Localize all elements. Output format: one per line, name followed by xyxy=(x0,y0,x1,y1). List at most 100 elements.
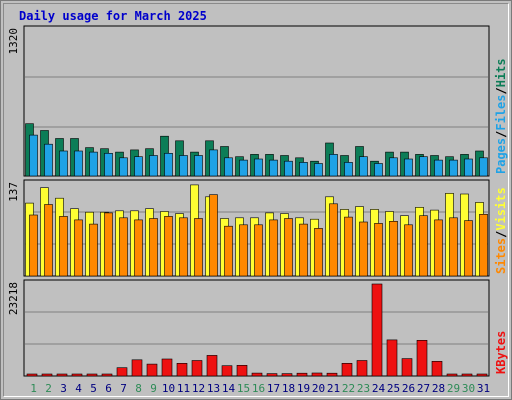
sites-bar xyxy=(344,216,353,277)
sites-bar xyxy=(209,194,218,277)
x-tick-label: 28 xyxy=(432,382,445,395)
x-tick-label: 3 xyxy=(60,382,67,395)
files-bar xyxy=(404,158,413,177)
sites-bar xyxy=(314,228,323,277)
x-tick-label: 29 xyxy=(447,382,460,395)
sites-bar xyxy=(299,223,308,277)
files-bar xyxy=(209,149,218,177)
sites-bar xyxy=(104,212,113,277)
kbytes-bar xyxy=(161,358,173,377)
kbytes-bar xyxy=(101,373,113,377)
x-tick-label: 2 xyxy=(45,382,52,395)
legend-part: / xyxy=(494,87,508,94)
sites-bar xyxy=(389,221,398,277)
files-bar xyxy=(239,159,248,177)
x-tick-label: 25 xyxy=(387,382,400,395)
kbytes-bar xyxy=(311,372,323,377)
sites-bar xyxy=(464,220,473,277)
files-bar xyxy=(479,157,488,177)
files-bar xyxy=(344,162,353,177)
x-tick-label: 5 xyxy=(90,382,97,395)
kbytes-bar xyxy=(221,365,233,377)
files-bar xyxy=(74,150,83,177)
sites-bar xyxy=(329,203,338,277)
kbytes-bar xyxy=(341,362,353,377)
files-bar xyxy=(374,163,383,177)
x-tick-label: 12 xyxy=(192,382,205,395)
files-bar xyxy=(314,163,323,177)
x-tick-label: 22 xyxy=(342,382,355,395)
x-tick-label: 26 xyxy=(402,382,415,395)
legend-part: Hits xyxy=(494,58,508,87)
kbytes-bar xyxy=(236,364,248,377)
sites-bar xyxy=(239,224,248,277)
panel-1-series-legend: Pages/Files/Hits xyxy=(494,58,508,174)
sites-bar xyxy=(269,219,278,277)
files-bar xyxy=(449,159,458,177)
panel-3-max-label: 23218 xyxy=(7,282,20,315)
kbytes-bar xyxy=(146,363,158,377)
files-bar xyxy=(359,156,368,177)
kbytes-bar xyxy=(41,373,53,377)
x-tick-label: 24 xyxy=(372,382,386,395)
files-bar xyxy=(179,155,188,177)
x-tick-label: 20 xyxy=(312,382,325,395)
files-bar xyxy=(149,155,158,177)
legend-part: Sites xyxy=(494,238,508,274)
kbytes-bar xyxy=(326,372,338,377)
sites-bar xyxy=(254,224,263,277)
sites-bar xyxy=(44,204,53,277)
kbytes-bar xyxy=(416,339,428,377)
x-tick-label: 15 xyxy=(237,382,250,395)
chart-inner-border xyxy=(3,3,509,397)
sites-bar xyxy=(74,219,83,277)
kbytes-bar xyxy=(131,359,143,377)
kbytes-bar xyxy=(206,355,218,377)
kbytes-bar xyxy=(281,373,293,377)
kbytes-bar xyxy=(371,283,383,377)
kbytes-bar xyxy=(176,362,188,377)
panel-3-series-legend: KBytes xyxy=(494,331,508,374)
sites-bar xyxy=(434,219,443,277)
x-tick-label: 13 xyxy=(207,382,220,395)
kbytes-bar xyxy=(266,373,278,377)
files-bar xyxy=(299,162,308,177)
sites-bar xyxy=(284,218,293,277)
sites-bar xyxy=(479,214,488,277)
sites-bar xyxy=(194,218,203,277)
kbytes-bar xyxy=(356,360,368,377)
kbytes-bar xyxy=(251,372,263,377)
sites-bar xyxy=(359,221,368,277)
files-bar xyxy=(224,157,233,177)
files-bar xyxy=(44,143,53,177)
kbytes-bar xyxy=(431,360,443,377)
sites-bar xyxy=(224,225,233,277)
sites-bar xyxy=(374,223,383,277)
x-tick-label: 21 xyxy=(327,382,340,395)
legend-part: Files xyxy=(494,95,508,131)
files-bar xyxy=(119,157,128,177)
panel-2-series-legend: Sites/Visits xyxy=(494,187,508,274)
legend-part: Pages xyxy=(494,138,508,174)
files-bar xyxy=(434,159,443,177)
files-bar xyxy=(284,160,293,177)
kbytes-bar xyxy=(191,360,203,377)
x-tick-label: 14 xyxy=(222,382,236,395)
x-tick-label: 6 xyxy=(105,382,112,395)
kbytes-bar xyxy=(461,373,473,377)
sites-bar xyxy=(419,215,428,277)
x-tick-label: 19 xyxy=(297,382,310,395)
sites-bar xyxy=(404,224,413,277)
panel-1-max-label: 1320 xyxy=(7,28,20,55)
x-tick-label: 9 xyxy=(150,382,157,395)
sites-bar xyxy=(149,218,158,277)
x-tick-label: 11 xyxy=(177,382,190,395)
kbytes-bar xyxy=(296,372,308,377)
kbytes-bar xyxy=(71,373,83,377)
files-bar xyxy=(164,153,173,177)
kbytes-bar xyxy=(476,373,488,377)
x-tick-label: 7 xyxy=(120,382,127,395)
files-bar xyxy=(269,159,278,177)
x-tick-label: 30 xyxy=(462,382,475,395)
x-tick-label: 31 xyxy=(477,382,490,395)
